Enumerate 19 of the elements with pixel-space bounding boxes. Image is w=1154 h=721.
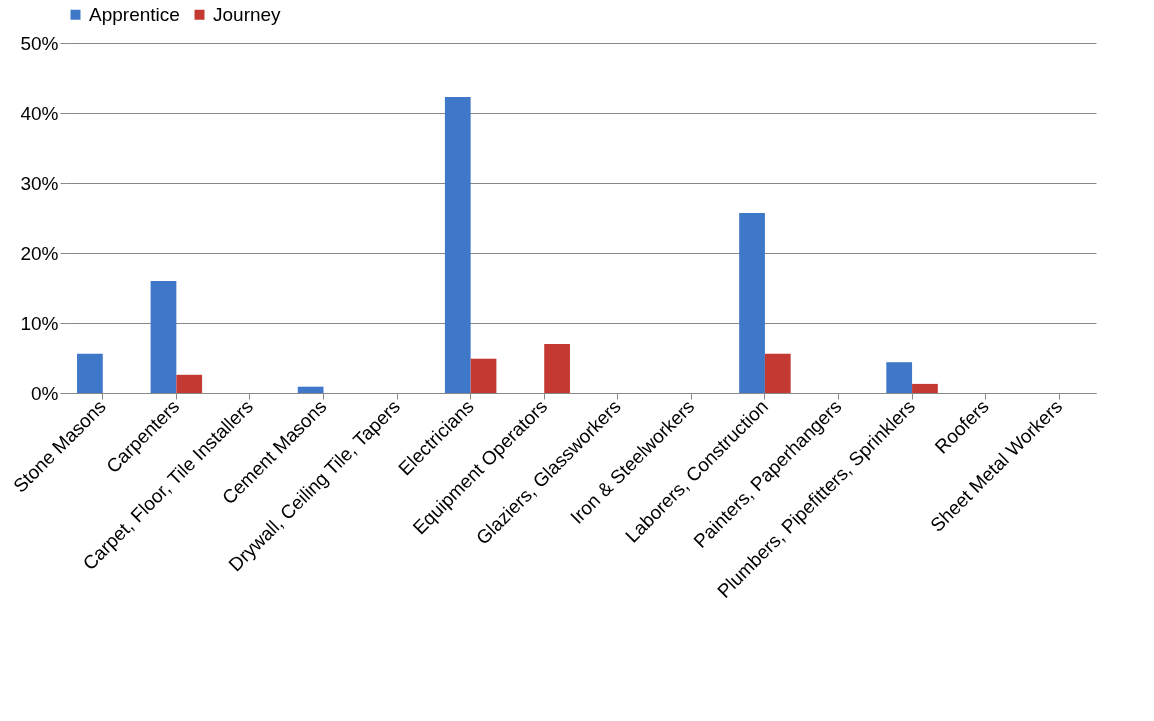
legend-label: Journey	[213, 3, 282, 25]
y-tick-label: 50%	[20, 32, 59, 54]
bar	[886, 362, 913, 393]
legend-label: Apprentice	[89, 3, 180, 25]
bar	[470, 358, 497, 393]
y-tick-label: 30%	[20, 172, 59, 194]
bar	[150, 281, 177, 393]
bar	[176, 374, 203, 393]
bar	[739, 213, 765, 393]
bar	[77, 353, 103, 393]
bar	[297, 386, 324, 393]
bar	[444, 96, 471, 393]
bar	[912, 383, 938, 393]
y-tick-label: 0%	[31, 382, 59, 404]
y-tick-label: 10%	[20, 312, 59, 334]
y-tick-label: 40%	[20, 102, 59, 124]
y-tick-label: 20%	[20, 242, 59, 264]
bar	[764, 353, 791, 393]
bar	[544, 344, 570, 393]
